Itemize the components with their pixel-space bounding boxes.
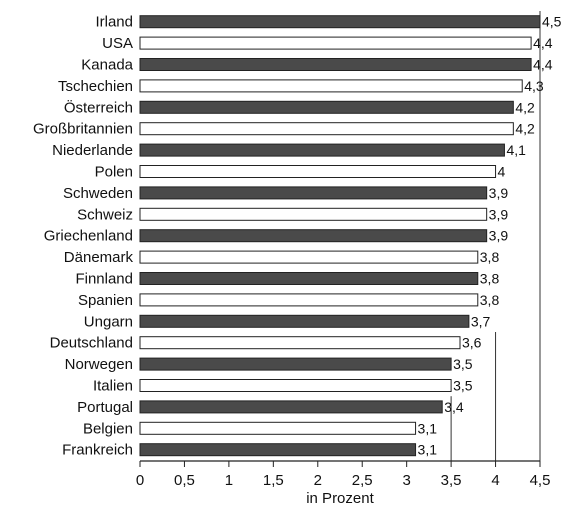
value-label: 4,5 bbox=[542, 14, 562, 30]
bar bbox=[139, 421, 417, 435]
bar bbox=[139, 207, 488, 221]
value-label: 3,7 bbox=[471, 313, 491, 329]
value-label: 3,8 bbox=[480, 292, 500, 308]
value-label: 3,6 bbox=[462, 335, 482, 351]
bar bbox=[139, 314, 470, 328]
x-axis-title: in Prozent bbox=[306, 490, 374, 507]
value-label: 3,5 bbox=[453, 378, 473, 394]
category-label: Frankreich bbox=[62, 442, 133, 459]
bar bbox=[139, 122, 514, 136]
value-label: 4 bbox=[498, 164, 506, 180]
category-label: Norwegen bbox=[65, 356, 133, 373]
bar bbox=[139, 100, 514, 114]
bar bbox=[139, 79, 523, 93]
bar bbox=[139, 186, 488, 200]
bar bbox=[139, 400, 443, 414]
bar bbox=[139, 36, 532, 50]
category-label: Tschechien bbox=[58, 78, 133, 95]
value-label: 3,5 bbox=[453, 356, 473, 372]
x-tick-label: 1,5 bbox=[263, 472, 284, 489]
value-label: 4,2 bbox=[515, 99, 535, 115]
category-label: Finnland bbox=[75, 271, 133, 288]
value-label: 3,1 bbox=[418, 442, 438, 458]
category-label: Dänemark bbox=[64, 249, 134, 266]
bar bbox=[139, 165, 497, 178]
x-tick-label: 1 bbox=[225, 472, 233, 489]
bar bbox=[139, 15, 541, 29]
value-label: 3,4 bbox=[444, 399, 464, 415]
bar bbox=[139, 357, 452, 371]
value-label: 3,8 bbox=[480, 271, 500, 287]
value-label: 3,9 bbox=[489, 228, 509, 244]
value-label: 3,9 bbox=[489, 206, 509, 222]
category-label: Portugal bbox=[77, 399, 133, 416]
x-tick-label: 2,5 bbox=[352, 472, 373, 489]
x-tick-label: 2 bbox=[314, 472, 322, 489]
value-label: 3,9 bbox=[489, 185, 509, 201]
bar bbox=[139, 143, 505, 157]
x-tick-label: 3,5 bbox=[441, 472, 462, 489]
category-label: Großbritannien bbox=[33, 121, 133, 138]
category-label: Polen bbox=[95, 164, 133, 181]
category-label: Schweden bbox=[63, 185, 133, 202]
value-label: 4,4 bbox=[533, 35, 553, 51]
value-label: 4,4 bbox=[533, 57, 553, 73]
x-ticks: 0 0,5 1 1,5 2 2,5 3 3,5 4 4,5 bbox=[136, 461, 551, 489]
category-label: Irland bbox=[95, 14, 133, 31]
value-label: 3,1 bbox=[418, 420, 438, 436]
x-tick-label: 4,5 bbox=[530, 472, 551, 489]
bar bbox=[139, 293, 479, 307]
value-labels: 4,5 4,4 4,4 4,3 4,2 4,2 4,14 3,9 3,9 3,9 3,8 3,8 3,8… bbox=[418, 14, 562, 458]
category-label: Schweiz bbox=[77, 206, 133, 223]
value-label: 4,1 bbox=[506, 142, 526, 158]
x-axis: 0 0,5 1 1,5 2 2,5 3 3,5 4 4,5 in Prozent bbox=[136, 460, 551, 507]
category-label: Ungarn bbox=[84, 313, 133, 330]
reference-lines bbox=[450, 11, 541, 461]
category-label: Kanada bbox=[81, 57, 133, 74]
x-tick-label: 3 bbox=[402, 472, 410, 489]
value-label: 4,3 bbox=[524, 78, 544, 94]
category-label: USA bbox=[102, 35, 133, 52]
category-label: Österreich bbox=[64, 98, 133, 116]
value-label: 3,8 bbox=[480, 249, 500, 265]
value-label: 4,2 bbox=[515, 121, 535, 137]
bars bbox=[139, 15, 541, 457]
category-label: Niederlande bbox=[52, 142, 133, 159]
bar bbox=[139, 379, 452, 392]
x-tick-label: 4 bbox=[491, 472, 499, 489]
bar bbox=[139, 250, 479, 264]
x-tick-label: 0,5 bbox=[174, 472, 195, 489]
category-label: Griechenland bbox=[44, 228, 133, 245]
bar bbox=[139, 229, 488, 243]
category-label: Spanien bbox=[78, 292, 133, 309]
category-label: Italien bbox=[93, 378, 133, 395]
category-label: Belgien bbox=[83, 420, 133, 437]
category-labels: Irland USA Kanada Tschechien Österreich Großb… bbox=[33, 14, 134, 459]
bar bbox=[139, 272, 479, 285]
category-label: Deutschland bbox=[50, 335, 133, 352]
bar bbox=[139, 58, 532, 71]
bar bbox=[139, 443, 417, 457]
bar bbox=[139, 336, 461, 350]
x-tick-label: 0 bbox=[136, 472, 144, 489]
